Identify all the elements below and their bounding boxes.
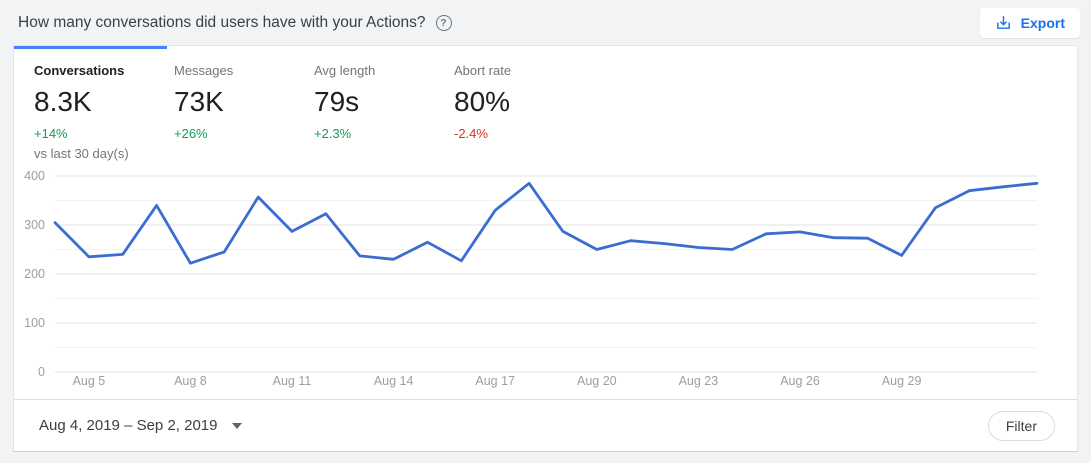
title-wrap: How many conversations did users have wi… (18, 14, 452, 32)
active-tab-indicator (14, 46, 167, 49)
metric-delta: +26% (174, 126, 208, 141)
metric-delta: -2.4% (454, 126, 488, 141)
tab-avg-length[interactable]: Avg length 79s +2.3% (294, 63, 434, 161)
metric-delta: +2.3% (314, 126, 352, 141)
metric-label: Messages (174, 63, 234, 78)
conversations-line-chart: 0 100 200 300 400 Aug 5 Aug 8 Aug 11 Aug 14 Aug 1… (14, 159, 1077, 399)
metric-value: 8.3K (34, 86, 92, 117)
tab-abort-rate[interactable]: Abort rate 80% -2.4% (434, 63, 574, 161)
svg-text:Aug 14: Aug 14 (374, 374, 414, 388)
metric-delta: +14% (34, 126, 68, 141)
svg-text:0: 0 (38, 365, 45, 379)
filter-button[interactable]: Filter (987, 410, 1055, 441)
svg-text:Aug 11: Aug 11 (273, 374, 312, 388)
metric-tabs: Conversations 8.3K +14% vs last 30 day(s… (14, 46, 1077, 161)
download-icon (996, 16, 1010, 29)
metrics-card: Conversations 8.3K +14% vs last 30 day(s… (13, 45, 1078, 451)
svg-text:400: 400 (24, 169, 45, 183)
metric-value: 73K (174, 86, 224, 117)
svg-text:Aug 23: Aug 23 (679, 374, 719, 388)
svg-text:300: 300 (24, 218, 45, 232)
line-chart-svg: 0 100 200 300 400 Aug 5 Aug 8 Aug 11 Aug 14 Aug 1… (24, 169, 1039, 388)
question-header: How many conversations did users have wi… (0, 0, 1091, 45)
metric-label: Avg length (314, 63, 376, 78)
comparison-note: vs last 30 day(s) (34, 146, 129, 161)
help-icon[interactable]: ? (435, 14, 452, 31)
metric-label: Conversations (34, 63, 125, 78)
metric-label: Abort rate (454, 63, 512, 78)
page-title: How many conversations did users have wi… (18, 13, 426, 31)
tab-messages[interactable]: Messages 73K +26% (154, 63, 294, 161)
svg-text:Aug 20: Aug 20 (577, 374, 617, 388)
download-icon-path (996, 16, 1010, 29)
metric-value: 79s (314, 86, 360, 117)
svg-text:100: 100 (24, 316, 45, 330)
date-range-label: Aug 4, 2019 – Sep 2, 2019 (39, 417, 218, 434)
chart-footer: Aug 4, 2019 – Sep 2, 2019 Filter (14, 399, 1077, 451)
svg-text:Aug 8: Aug 8 (174, 374, 207, 388)
svg-text:Aug 29: Aug 29 (882, 374, 922, 388)
svg-text:200: 200 (24, 267, 45, 281)
caret-down-icon (232, 422, 243, 429)
export-label: Export (1020, 14, 1065, 31)
tab-conversations[interactable]: Conversations 8.3K +14% vs last 30 day(s… (14, 63, 154, 161)
date-range-selector[interactable]: Aug 4, 2019 – Sep 2, 2019 (39, 417, 243, 434)
export-button[interactable]: Export (979, 7, 1080, 38)
svg-text:Aug 17: Aug 17 (475, 374, 515, 388)
svg-text:Aug 5: Aug 5 (73, 374, 106, 388)
svg-text:Aug 26: Aug 26 (780, 374, 820, 388)
metric-value: 80% (454, 86, 511, 117)
